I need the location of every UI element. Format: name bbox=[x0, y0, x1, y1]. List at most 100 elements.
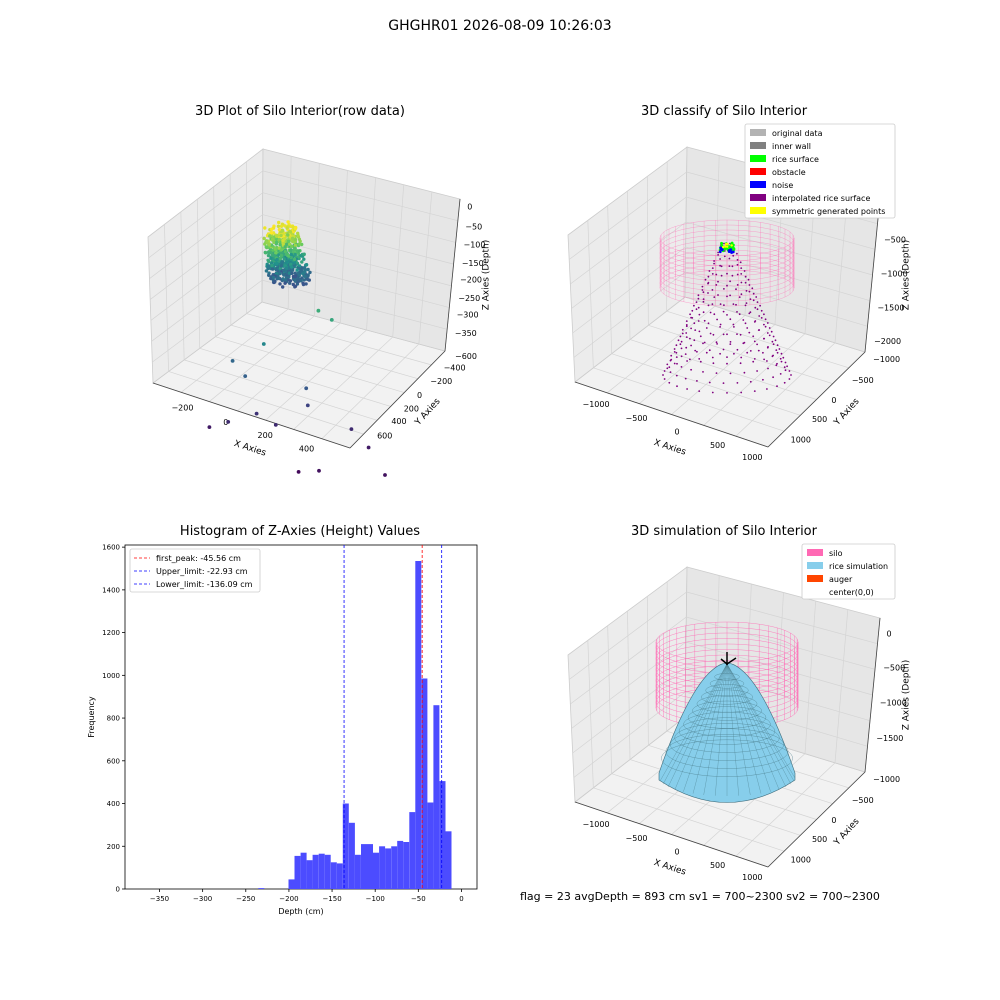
p1-cluster-point bbox=[293, 284, 298, 288]
p2-interpolated-point bbox=[729, 343, 732, 345]
p1-outlier-point bbox=[296, 470, 301, 474]
panel1-3d-scatter: −200 0 200 400 −600 −400 −200 0 200 400 600 0 −50 −10… bbox=[147, 148, 492, 477]
p3-x-tick-label: −350 bbox=[150, 895, 169, 903]
p3-y-tick-label: 600 bbox=[107, 757, 120, 765]
p4-y-axis-line bbox=[767, 771, 866, 868]
p1-cluster-point bbox=[278, 257, 282, 261]
p2-interpolated-point bbox=[763, 323, 765, 326]
p2-interpolated-point bbox=[739, 261, 742, 264]
p2-interpolated-point bbox=[768, 327, 771, 329]
p2-interpolated-point bbox=[784, 369, 787, 372]
p2-interpolated-point bbox=[753, 358, 756, 360]
p1-outlier-point bbox=[230, 359, 235, 363]
p4-rice-mesh-line bbox=[726, 663, 780, 790]
p2-interpolated-point bbox=[685, 324, 688, 326]
p2-grid-line bbox=[570, 196, 876, 285]
p2-silo-ring bbox=[659, 224, 795, 262]
p1-cluster-point bbox=[274, 251, 278, 255]
p2-interpolated-point bbox=[753, 390, 756, 392]
p2-interpolated-point bbox=[756, 308, 759, 311]
p1-grid-line bbox=[213, 186, 216, 337]
p2-interpolated-point bbox=[713, 260, 715, 262]
p2-interpolated-point bbox=[675, 351, 678, 354]
p4-grid-line bbox=[568, 591, 878, 680]
p2-interpolated-point bbox=[744, 275, 747, 278]
p2-interpolated-point bbox=[663, 378, 666, 380]
p2-interpolated-point bbox=[749, 350, 752, 352]
p4-legend-swatch bbox=[807, 575, 823, 582]
p2-interpolated-point bbox=[694, 329, 697, 331]
p3-hist-bar bbox=[397, 840, 404, 889]
p2-interpolated-point bbox=[702, 342, 704, 345]
p2-noise-point bbox=[727, 250, 731, 254]
p2-interpolated-point bbox=[709, 311, 712, 314]
p1-y-tick-label: −200 bbox=[430, 377, 452, 386]
panel3-title: Histogram of Z-Axies (Height) Values bbox=[179, 524, 421, 539]
p1-y-tick-label: 0 bbox=[417, 391, 422, 400]
p1-outlier-point bbox=[329, 318, 334, 322]
p3-hist-bar bbox=[379, 846, 386, 889]
p2-interpolated-point bbox=[675, 344, 678, 347]
p2-interpolated-point bbox=[666, 363, 669, 366]
p4-legend-label: rice simulation bbox=[829, 562, 888, 571]
p4-legend-label: auger bbox=[829, 575, 853, 584]
p2-interpolated-point bbox=[685, 346, 688, 349]
p2-interpolated-point bbox=[698, 358, 701, 360]
p1-cluster-point bbox=[281, 285, 285, 289]
p4-x-tick-label: 1000 bbox=[742, 873, 762, 882]
p2-interpolated-point bbox=[722, 348, 725, 351]
p1-cluster-point bbox=[288, 242, 292, 246]
p2-interpolated-point bbox=[786, 365, 788, 368]
p2-interpolated-point bbox=[702, 291, 705, 294]
p1-cluster-point bbox=[282, 257, 286, 261]
p3-y-tick-label: 1000 bbox=[102, 672, 120, 680]
p2-interpolated-point bbox=[733, 352, 735, 355]
p2-x-axis-label: X Axies bbox=[652, 438, 687, 458]
p2-legend-label: interpolated rice surface bbox=[772, 194, 870, 203]
p2-interpolated-point bbox=[775, 364, 778, 367]
p2-interpolated-point bbox=[702, 371, 704, 373]
p2-interpolated-point bbox=[702, 298, 705, 300]
p2-interpolated-point bbox=[729, 318, 732, 321]
p2-legend-label: noise bbox=[772, 181, 793, 190]
panel1-title: 3D Plot of Silo Interior(row data) bbox=[195, 104, 405, 119]
p2-interpolated-point bbox=[783, 366, 786, 369]
p1-cluster-point bbox=[277, 227, 282, 232]
p2-interpolated-point bbox=[698, 330, 701, 333]
p2-interpolated-point bbox=[736, 273, 739, 276]
p1-cluster-point bbox=[264, 245, 268, 249]
p2-legend-swatch bbox=[750, 181, 766, 188]
p2-interpolated-point bbox=[766, 332, 769, 334]
p3-hist-bar bbox=[258, 888, 265, 889]
p1-grid-line bbox=[148, 170, 458, 259]
p2-interpolated-point bbox=[684, 353, 687, 355]
p2-interpolated-point bbox=[675, 374, 678, 377]
p2-interpolated-point bbox=[685, 336, 688, 338]
p3-hist-bar bbox=[373, 852, 379, 889]
p4-legend-swatch bbox=[807, 562, 823, 569]
p2-interpolated-point bbox=[756, 301, 759, 303]
p2-interpolated-point bbox=[778, 348, 781, 350]
status-footer: flag = 23 avgDepth = 893 cm sv1 = 700~23… bbox=[520, 890, 880, 903]
p2-interpolated-point bbox=[695, 308, 698, 311]
p1-cluster-point bbox=[269, 231, 274, 235]
p1-cluster-point bbox=[287, 271, 292, 275]
p4-z-tick-label: −1500 bbox=[876, 734, 903, 743]
p1-cluster-point bbox=[292, 257, 297, 261]
p2-interpolated-point bbox=[684, 377, 687, 380]
p2-interpolated-point bbox=[726, 356, 728, 358]
p2-interpolated-point bbox=[780, 360, 783, 363]
p3-y-tick-label: 0 bbox=[116, 886, 120, 894]
panel3-histogram: −350 −300 −250 −200 −150 −100 −50 0 0 200 400 600 80… bbox=[87, 544, 478, 916]
p2-interpolated-point bbox=[754, 306, 757, 309]
p2-interpolated-point bbox=[767, 367, 769, 370]
p1-outlier-point bbox=[254, 411, 259, 416]
p2-interpolated-point bbox=[699, 335, 702, 338]
p1-cluster-point bbox=[270, 263, 274, 268]
p1-cluster-point bbox=[300, 260, 304, 264]
p2-interpolated-point bbox=[732, 323, 735, 326]
p2-interpolated-point bbox=[753, 340, 756, 343]
p2-x-tick-label: −500 bbox=[626, 414, 648, 423]
p2-interpolated-point bbox=[772, 335, 775, 338]
p2-interpolated-point bbox=[707, 282, 709, 285]
